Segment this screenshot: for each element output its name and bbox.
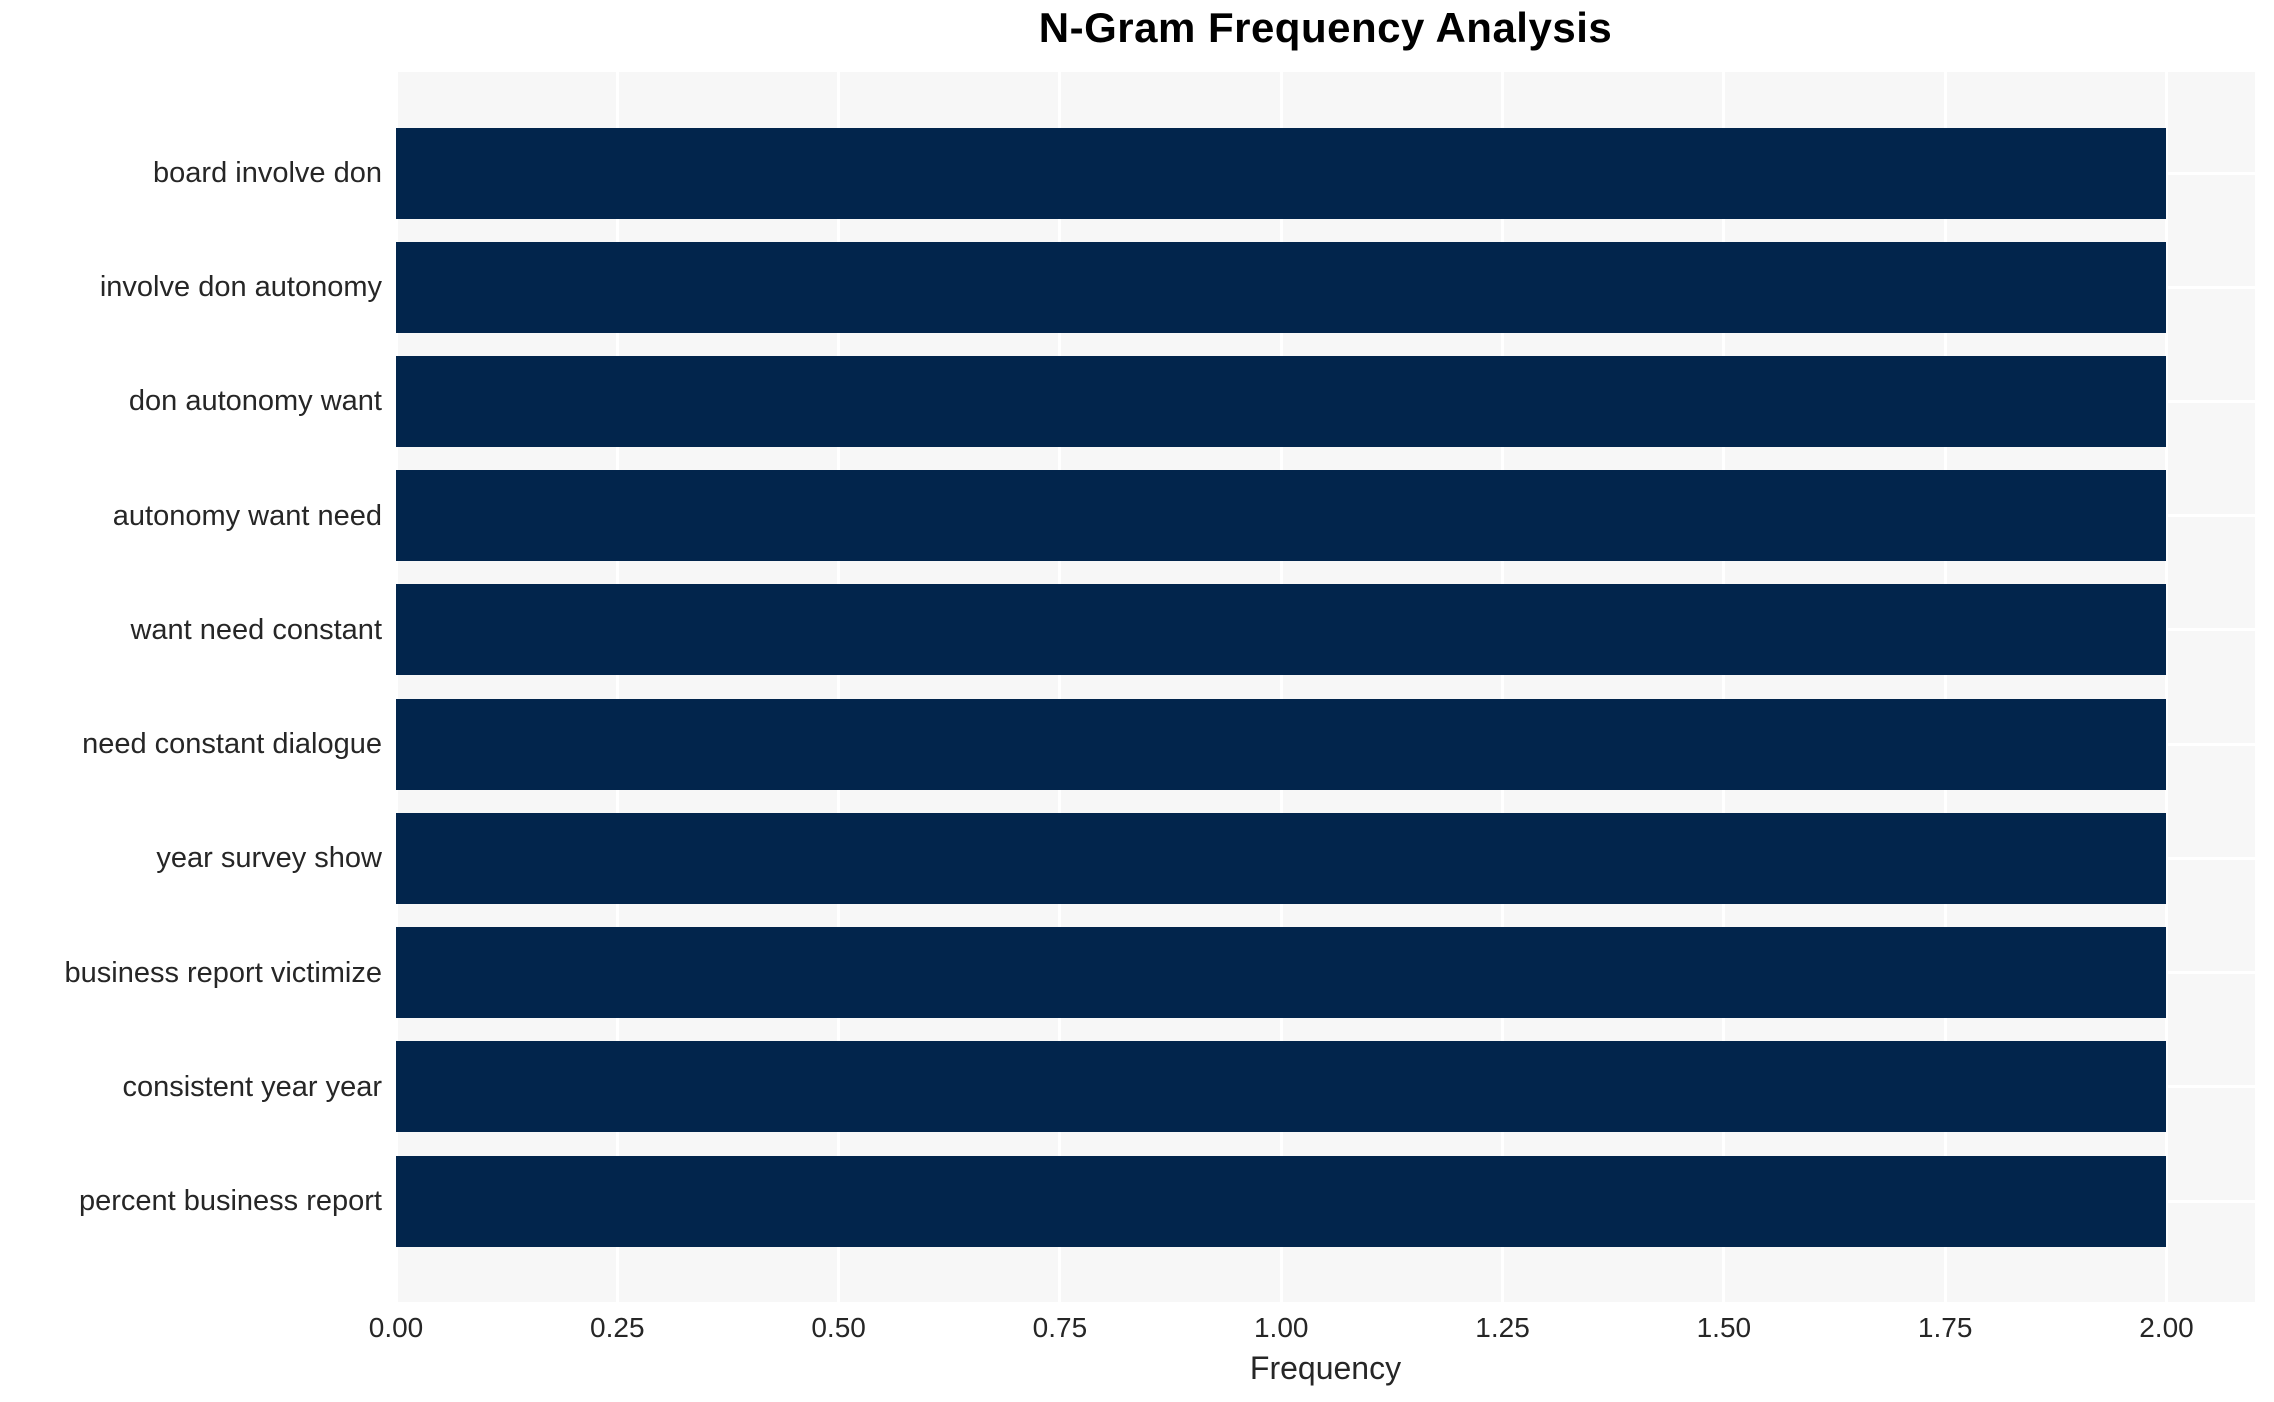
bar — [396, 812, 2167, 904]
bar — [396, 470, 2167, 562]
y-tick-label: percent business report — [78, 1185, 382, 1217]
x-tick-label: 1.75 — [1917, 1312, 1973, 1343]
x-gridline — [1058, 72, 1062, 1302]
bar — [396, 584, 2167, 676]
y-tick-label: involve don autonomy — [99, 271, 382, 304]
x-gridline — [1722, 72, 1726, 1302]
y-tick-label: board involve don — [153, 157, 382, 189]
x-tick-label: 1.00 — [1253, 1312, 1309, 1343]
x-gridline — [2164, 72, 2168, 1302]
y-tick-label: year survey show — [156, 842, 382, 875]
y-tick-label: consistent year year — [122, 1070, 382, 1103]
x-tick-label: 0.00 — [368, 1312, 424, 1343]
x-tick-label: 0.75 — [1032, 1312, 1088, 1343]
bar — [396, 927, 2167, 1019]
x-tick-label: 1.50 — [1696, 1312, 1752, 1343]
x-tick-label: 1.25 — [1475, 1312, 1530, 1343]
y-tick-label: autonomy want need — [112, 499, 382, 532]
x-gridline — [1501, 72, 1505, 1302]
x-tick-label: 0.25 — [590, 1312, 645, 1343]
x-gridline — [1943, 72, 1947, 1302]
y-tick-label: need constant dialogue — [82, 728, 382, 761]
x-gridline — [615, 72, 619, 1302]
x-gridline — [837, 72, 841, 1302]
x-gridline — [1279, 72, 1283, 1302]
y-tick-label: don autonomy want — [128, 385, 382, 418]
x-tick-label: 2.00 — [2139, 1312, 2194, 1343]
bar — [396, 698, 2167, 790]
bar — [396, 1155, 2167, 1247]
plot-area — [396, 72, 2255, 1302]
y-tick-label: business report victimize — [64, 956, 383, 989]
x-gridline — [396, 72, 398, 1302]
bar — [396, 127, 2167, 219]
bar — [396, 241, 2167, 333]
bar — [396, 355, 2167, 447]
bar — [396, 1041, 2167, 1133]
chart-title: N-Gram Frequency Analysis — [1038, 4, 1613, 51]
y-tick-label: want need constant — [130, 613, 382, 646]
x-tick-label: 0.50 — [811, 1312, 866, 1343]
x-axis-title: Frequency — [1249, 1350, 1402, 1386]
